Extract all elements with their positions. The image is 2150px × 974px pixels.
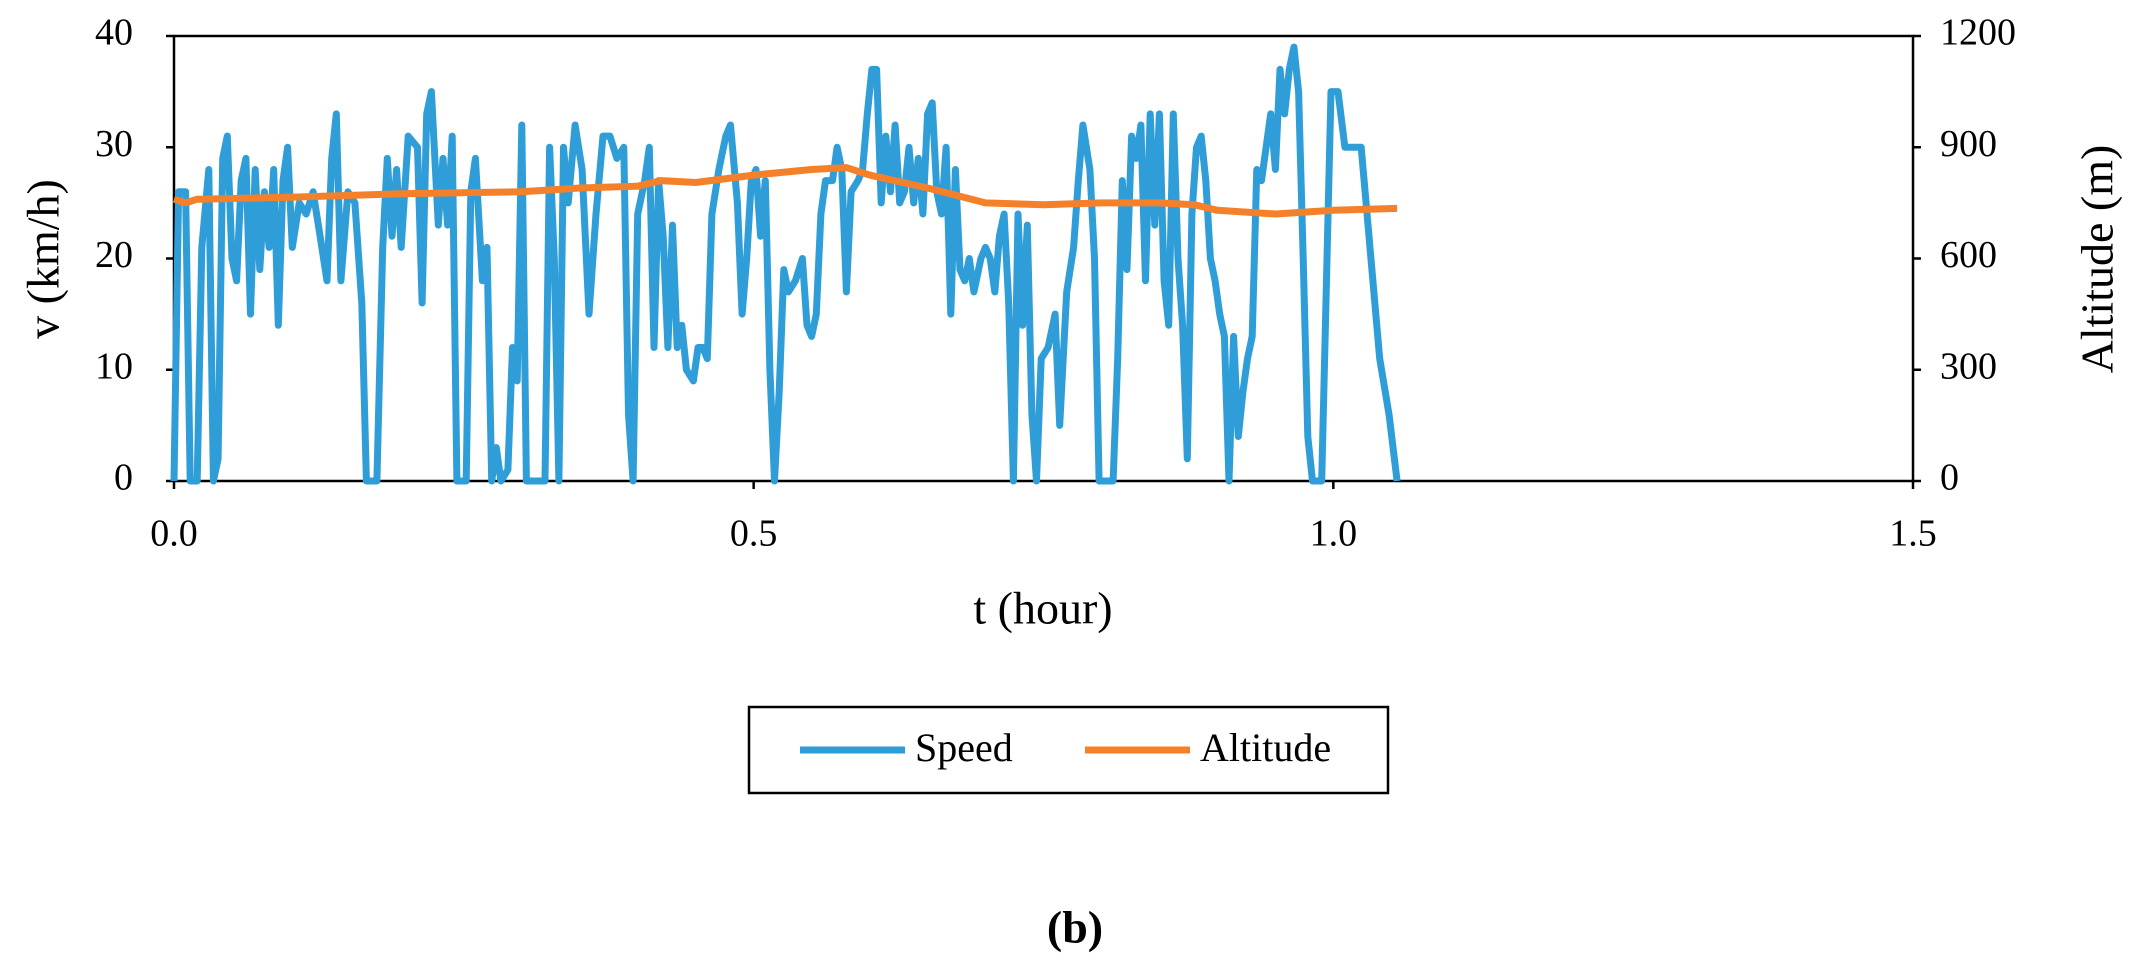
y2-tick-label: 1200 — [1940, 12, 2016, 54]
x-tick-label: 1.5 — [1889, 513, 1937, 555]
series-line — [170, 43, 1401, 485]
legend-box — [747, 705, 1390, 795]
y2-tick-label: 900 — [1940, 123, 1997, 165]
legend-label: Speed — [915, 725, 1013, 770]
x-tick-label: 0.0 — [150, 513, 198, 555]
y-axis-label: v (km/h) — [18, 179, 69, 339]
caption: (b) — [1047, 902, 1103, 953]
y-tick-label: 20 — [95, 234, 133, 276]
y-tick-label: 0 — [114, 457, 133, 499]
y2-axis-label: Altitude (m) — [2072, 145, 2123, 374]
x-tick-label: 0.5 — [730, 513, 778, 555]
y2-tick-label: 600 — [1940, 234, 1997, 276]
y-tick-label: 30 — [95, 123, 133, 165]
series-line — [172, 164, 1398, 218]
x-tick-label: 1.0 — [1310, 513, 1358, 555]
legend-label: Altitude — [1200, 725, 1331, 770]
y-tick-label: 10 — [95, 345, 133, 387]
x-axis-label: t (hour) — [973, 583, 1112, 634]
y2-tick-label: 0 — [1940, 457, 1959, 499]
y2-tick-label: 300 — [1940, 345, 1997, 387]
y-tick-label: 40 — [95, 12, 133, 54]
